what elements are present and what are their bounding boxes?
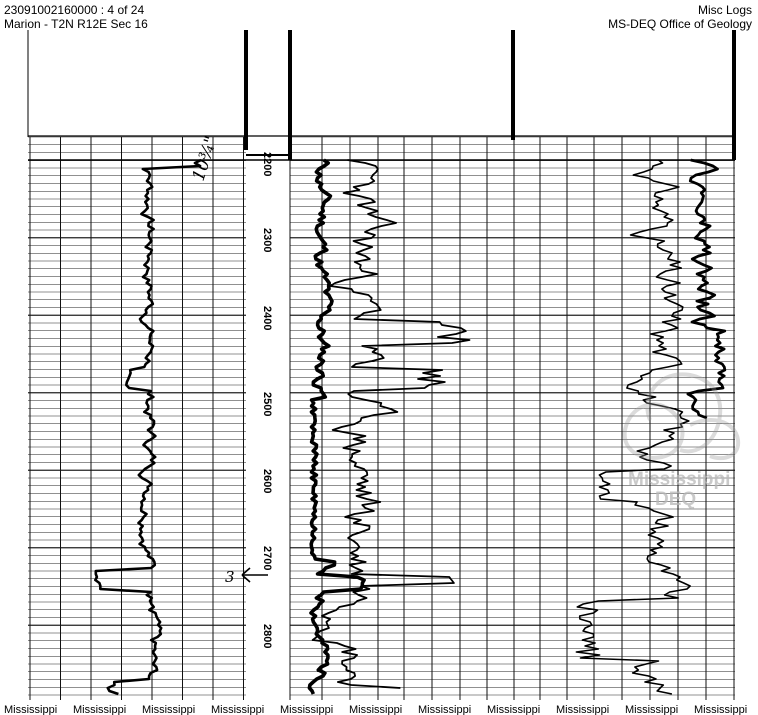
track-header-box [27, 30, 736, 161]
depth-label-2300: 2300 [261, 228, 273, 252]
depth-label-2600: 2600 [261, 469, 273, 493]
agency-name: MS-DEQ Office of Geology [608, 17, 752, 31]
log-curves [94, 158, 727, 696]
header-right: Misc Logs MS-DEQ Office of Geology [608, 3, 752, 31]
log-curve [307, 158, 366, 695]
header-left: 23091002160000 : 4 of 24 Marion - T2N R1… [4, 3, 148, 31]
well-location: Marion - T2N R12E Sec 16 [4, 17, 148, 31]
log-curve [94, 158, 202, 696]
well-id-page: 23091002160000 : 4 of 24 [4, 3, 145, 17]
footer-label: Mississippi [418, 704, 471, 715]
watermark-line1: Mississippi [628, 469, 730, 490]
log-grid [28, 136, 735, 700]
casing-annotation: 10¾" [189, 134, 222, 184]
watermark-line2: DEQ [655, 489, 696, 510]
document-type: Misc Logs [697, 3, 752, 17]
watermark: Mississippi DEQ [622, 372, 741, 510]
depth-labels: 2200 2300 2400 2500 2600 2700 2800 [261, 152, 273, 648]
footer-label: Mississippi [556, 704, 609, 715]
footer-label: Mississippi [625, 704, 678, 715]
log-curve [311, 159, 471, 689]
log-curve [686, 158, 727, 420]
footer-labels: Mississippi Mississippi Mississippi Miss… [4, 704, 747, 715]
marker-number: 3 [225, 568, 235, 586]
log-curve [575, 159, 691, 695]
marker-arrow: 3 [225, 567, 268, 586]
footer-label: Mississippi [73, 704, 126, 715]
depth-label-2800: 2800 [261, 624, 273, 648]
footer-label: Mississippi [4, 704, 57, 715]
footer-label: Mississippi [694, 704, 747, 715]
footer-label: Mississippi [280, 704, 333, 715]
footer-label: Mississippi [142, 704, 195, 715]
footer-label: Mississippi [487, 704, 540, 715]
depth-label-2500: 2500 [261, 392, 273, 416]
depth-label-2200: 2200 [261, 152, 273, 176]
footer-label: Mississippi [211, 704, 264, 715]
depth-label-2400: 2400 [261, 306, 273, 330]
depth-label-2700: 2700 [261, 546, 273, 570]
footer-label: Mississippi [349, 704, 402, 715]
